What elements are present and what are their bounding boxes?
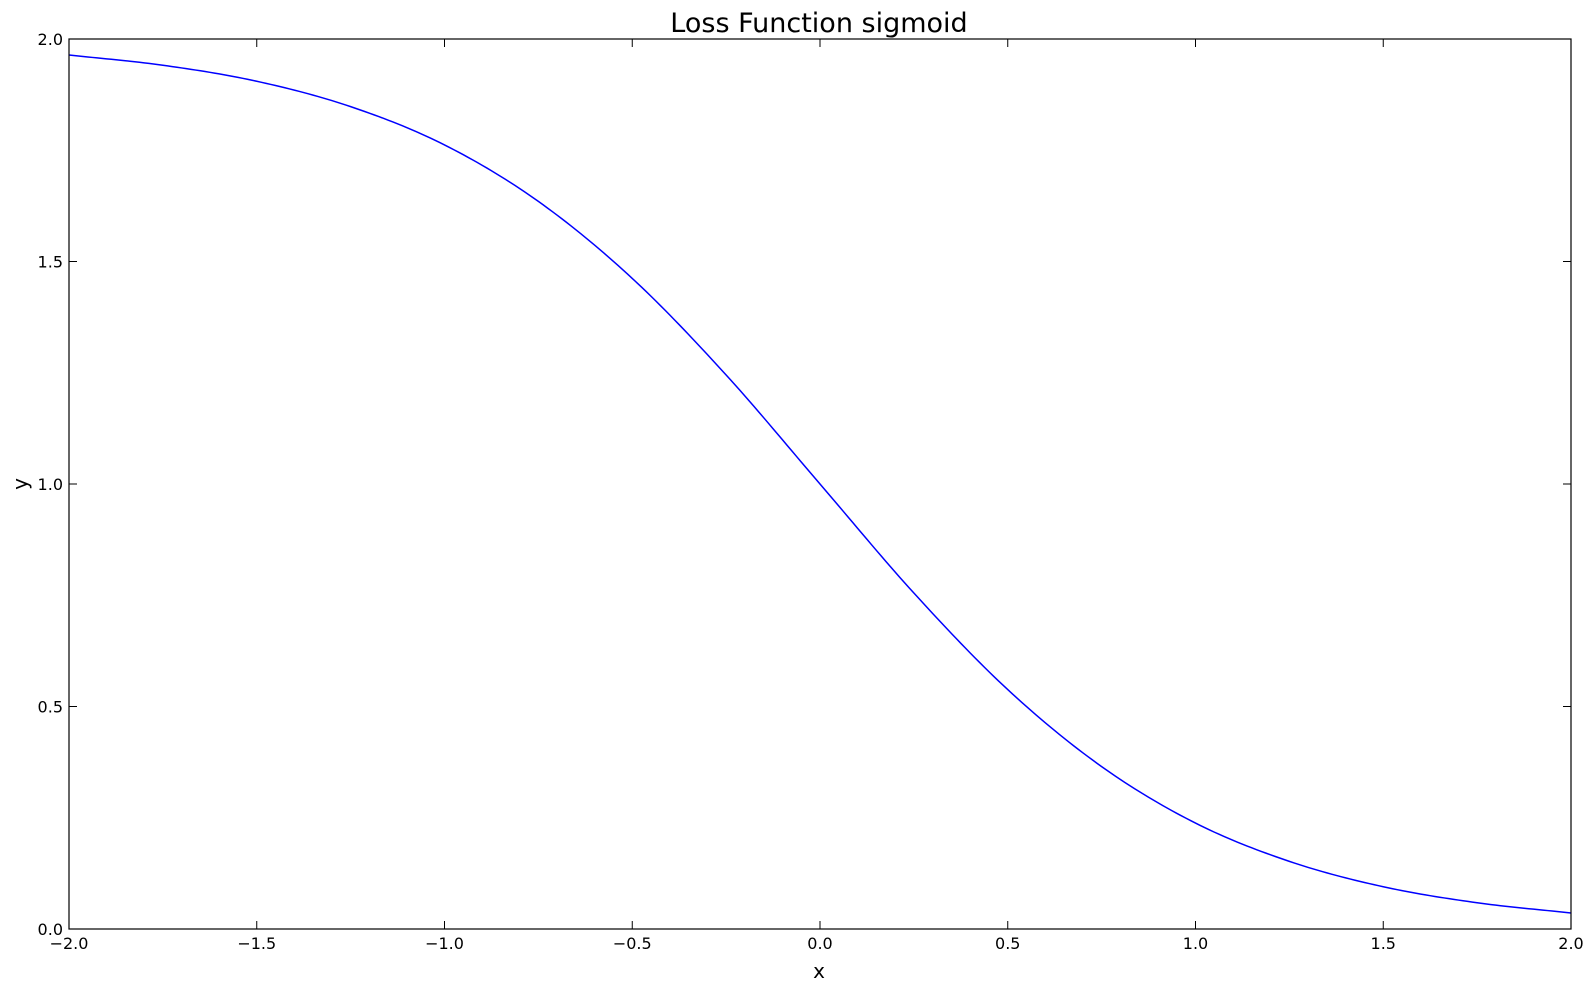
y-tick-label: 1.0 (38, 475, 63, 494)
x-tick-label: 1.5 (1371, 934, 1396, 953)
tick-labels-layer: −2.0 −1.5 −1.0 −0.5 0.0 0.5 1.0 1.5 2.0 0.0 0.5 1.0… (38, 30, 1584, 953)
x-tick-label: −1.5 (237, 934, 276, 953)
plot-area (68, 38, 1572, 930)
x-tick-label: −0.5 (613, 934, 652, 953)
y-tick-label: 0.5 (38, 698, 63, 717)
x-tick-label: −2.0 (50, 934, 89, 953)
x-axis-label: x (813, 959, 825, 983)
series-line-0 (68, 54, 1572, 914)
y-tick-label: 1.5 (38, 253, 63, 272)
chart-title: Loss Function sigmoid (670, 8, 967, 39)
x-tick-label: 2.0 (1558, 934, 1583, 953)
plot-frame (68, 38, 1572, 930)
y-axis-label: y (8, 478, 32, 490)
x-tick-label: 0.5 (995, 934, 1020, 953)
y-tick-label: 2.0 (38, 30, 63, 49)
x-tick-label: −1.0 (425, 934, 464, 953)
y-tick-label: 0.0 (38, 920, 63, 939)
x-tick-label: 0.0 (807, 934, 832, 953)
x-tick-label: 1.0 (1183, 934, 1208, 953)
series-layer (68, 54, 1572, 914)
